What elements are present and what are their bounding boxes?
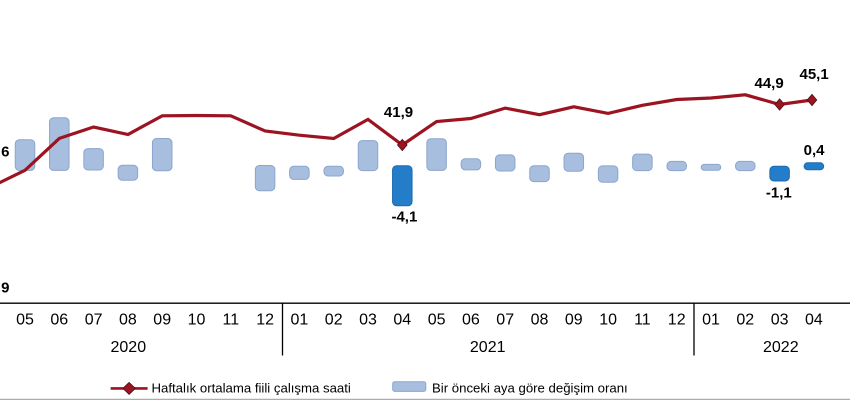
- svg-text:0,4: 0,4: [804, 142, 826, 159]
- svg-text:05: 05: [16, 312, 34, 329]
- svg-text:05: 05: [428, 312, 446, 329]
- svg-text:-1,1: -1,1: [766, 184, 792, 201]
- svg-text:03: 03: [771, 312, 789, 329]
- svg-text:Bir önceki aya göre değişim or: Bir önceki aya göre değişim oranı: [432, 380, 628, 395]
- svg-text:10: 10: [599, 312, 617, 329]
- svg-text:,6: ,6: [0, 144, 9, 161]
- svg-text:11: 11: [222, 312, 239, 329]
- svg-text:44,9: 44,9: [754, 75, 783, 92]
- svg-text:06: 06: [50, 312, 68, 329]
- svg-text:12: 12: [256, 312, 274, 329]
- svg-text:07: 07: [496, 312, 514, 329]
- svg-text:02: 02: [325, 312, 343, 329]
- svg-text:08: 08: [531, 312, 549, 329]
- svg-text:01: 01: [291, 312, 309, 329]
- svg-text:45,1: 45,1: [799, 66, 828, 83]
- svg-text:09: 09: [153, 312, 171, 329]
- svg-text:11: 11: [634, 312, 651, 329]
- svg-text:10: 10: [188, 312, 206, 329]
- svg-text:06: 06: [462, 312, 480, 329]
- svg-text:2021: 2021: [470, 339, 506, 356]
- svg-text:03: 03: [359, 312, 377, 329]
- svg-text:Haftalık ortalama fiili çalışm: Haftalık ortalama fiili çalışma saati: [152, 380, 351, 395]
- svg-text:,9: ,9: [0, 280, 9, 297]
- svg-text:12: 12: [668, 312, 686, 329]
- svg-text:08: 08: [119, 312, 137, 329]
- svg-text:41,9: 41,9: [384, 104, 413, 121]
- svg-text:07: 07: [85, 312, 103, 329]
- svg-text:02: 02: [736, 312, 754, 329]
- svg-text:-4,1: -4,1: [391, 208, 417, 225]
- svg-text:04: 04: [805, 312, 823, 329]
- svg-text:2022: 2022: [763, 339, 799, 356]
- svg-text:09: 09: [565, 312, 583, 329]
- svg-text:04: 04: [393, 312, 411, 329]
- svg-text:01: 01: [702, 312, 720, 329]
- svg-text:2020: 2020: [111, 339, 147, 356]
